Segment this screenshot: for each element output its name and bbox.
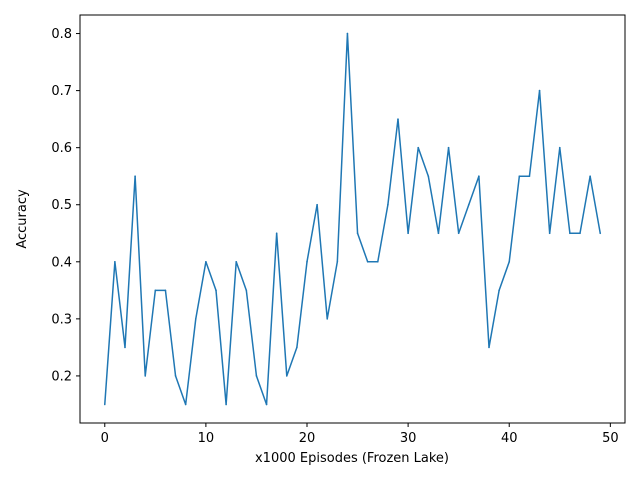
y-axis-ticks: 0.2 0.3 0.4 0.5 0.6 0.7 0.8 (51, 27, 80, 384)
data-point (599, 232, 602, 235)
data-point (154, 289, 157, 292)
y-tick-label: 0.5 (51, 198, 72, 213)
data-point (478, 175, 480, 177)
data-point (215, 289, 217, 292)
data-point (387, 203, 389, 206)
data-point (144, 375, 147, 377)
data-point (306, 261, 308, 263)
y-tick-label: 0.6 (51, 141, 72, 156)
series-line (104, 32, 601, 406)
data-point (427, 175, 430, 177)
y-tick-label: 0.4 (51, 255, 72, 270)
data-point (447, 146, 450, 149)
data-point (124, 346, 126, 349)
data-point (488, 346, 490, 349)
data-point (194, 318, 197, 320)
y-tick-label: 0.3 (51, 312, 72, 327)
x-axis-ticks: 0 10 20 30 40 50 (101, 423, 619, 446)
data-point (579, 232, 581, 235)
data-point (417, 146, 420, 149)
x-tick-label: 50 (602, 431, 619, 446)
data-point (498, 289, 500, 292)
data-point (356, 232, 359, 235)
data-point (164, 289, 167, 292)
plot-area (103, 32, 602, 406)
data-point (346, 32, 349, 35)
data-point (558, 146, 561, 149)
data-point (184, 403, 187, 406)
data-point (205, 261, 207, 263)
data-point (114, 261, 116, 263)
data-point (457, 232, 460, 235)
x-tick-label: 20 (299, 431, 316, 446)
data-point (245, 289, 248, 292)
x-tick-label: 0 (101, 431, 109, 446)
data-point (528, 175, 531, 177)
data-point (407, 232, 409, 235)
data-point (397, 118, 399, 120)
axes-frame (79, 14, 626, 424)
data-point (376, 261, 379, 263)
data-point (265, 403, 268, 406)
data-point (235, 261, 238, 263)
data-point (548, 232, 551, 235)
x-tick-label: 40 (501, 431, 518, 446)
data-point (569, 232, 571, 235)
data-point (508, 261, 511, 263)
y-tick-label: 0.7 (51, 84, 72, 99)
data-point (174, 375, 177, 377)
y-tick-label: 0.8 (51, 27, 72, 42)
data-point (225, 403, 227, 406)
data-point (467, 203, 470, 206)
x-tick-label: 30 (400, 431, 417, 446)
x-axis-label: x1000 Episodes (Frozen Lake) (255, 451, 449, 466)
data-point (366, 261, 369, 263)
data-point (316, 203, 318, 206)
data-point (518, 175, 521, 177)
data-point (275, 232, 278, 235)
y-tick-label: 0.2 (51, 369, 72, 384)
x-tick-label: 10 (198, 431, 215, 446)
y-axis-label: Accuracy (15, 189, 30, 249)
data-point (437, 232, 440, 235)
data-point (589, 175, 591, 177)
data-point (285, 375, 288, 377)
data-point (134, 175, 136, 177)
data-point (336, 261, 339, 263)
data-point (326, 318, 329, 320)
data-point (296, 346, 298, 349)
data-point (255, 375, 258, 377)
data-point (538, 89, 541, 92)
data-point (103, 403, 106, 406)
